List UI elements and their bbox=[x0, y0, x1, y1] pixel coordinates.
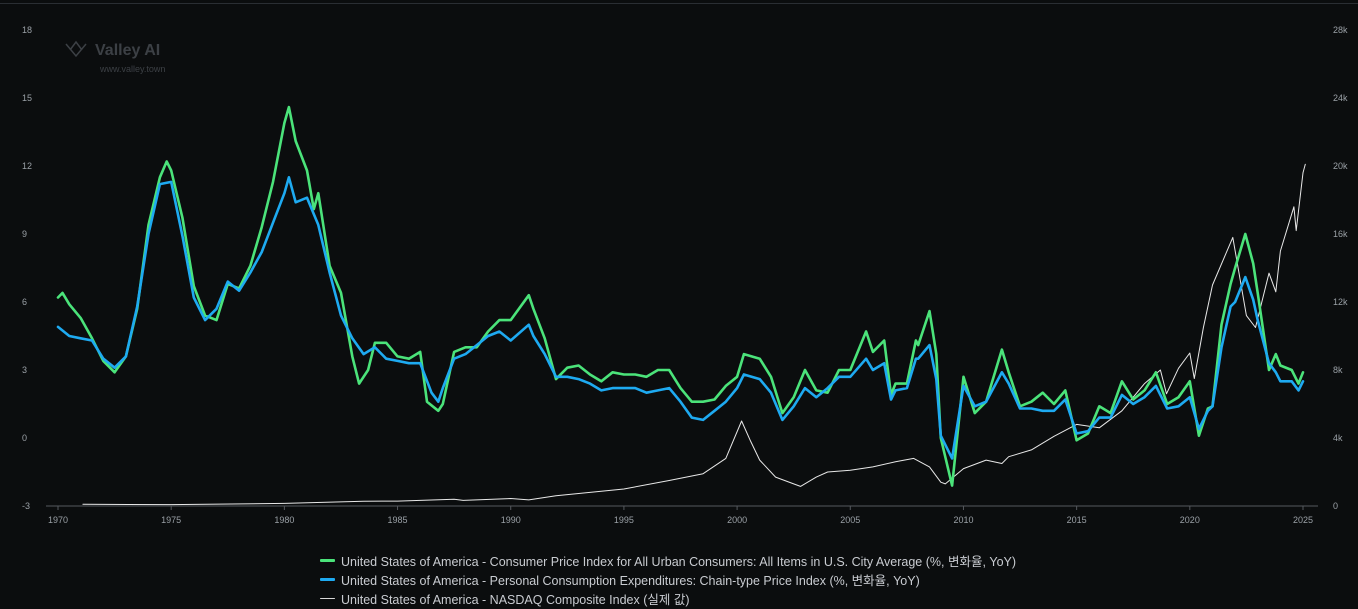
x-tick-label: 1980 bbox=[274, 515, 294, 525]
valley-logo-icon bbox=[65, 40, 87, 58]
watermark-title: Valley AI bbox=[95, 42, 160, 59]
legend-swatch-nasdaq bbox=[320, 598, 335, 599]
x-axis: 1970 1975 1980 1985 1990 1995 2000 2005 2010 2015… bbox=[46, 505, 1318, 525]
x-tick-label: 1985 bbox=[388, 515, 408, 525]
top-border bbox=[0, 3, 1358, 4]
x-tick-label: 1990 bbox=[501, 515, 521, 525]
y-axis-right: 0 4k 8k 12k 16k 20k 24k 28k bbox=[1333, 25, 1348, 511]
legend-item-cpi[interactable]: United States of America - Consumer Pric… bbox=[320, 551, 1016, 570]
x-tick-label: 1970 bbox=[48, 515, 68, 525]
legend: United States of America - Consumer Pric… bbox=[320, 551, 1016, 608]
y-right-tick-label: 0 bbox=[1333, 501, 1338, 511]
y-left-tick-label: 3 bbox=[22, 365, 27, 375]
y-left-tick-label: 15 bbox=[22, 93, 32, 103]
y-right-tick-label: 8k bbox=[1333, 365, 1343, 375]
legend-swatch-pce bbox=[320, 578, 335, 581]
x-tick-label: 2000 bbox=[727, 515, 747, 525]
x-tick-label: 2020 bbox=[1180, 515, 1200, 525]
y-left-tick-label: 9 bbox=[22, 229, 27, 239]
legend-item-pce[interactable]: United States of America - Personal Cons… bbox=[320, 570, 1016, 589]
x-tick-label: 1975 bbox=[161, 515, 181, 525]
legend-label-nasdaq: United States of America - NASDAQ Compos… bbox=[341, 593, 690, 607]
y-right-tick-label: 12k bbox=[1333, 297, 1348, 307]
legend-label-pce: United States of America - Personal Cons… bbox=[341, 574, 920, 588]
x-tick-label: 2005 bbox=[840, 515, 860, 525]
plot-area bbox=[56, 105, 1306, 506]
y-left-tick-label: 12 bbox=[22, 161, 32, 171]
y-axis-left: -3 0 3 6 9 12 15 18 bbox=[22, 25, 32, 511]
legend-item-nasdaq[interactable]: United States of America - NASDAQ Compos… bbox=[320, 589, 1016, 608]
x-tick-label: 2010 bbox=[953, 515, 973, 525]
y-left-tick-label: 6 bbox=[22, 297, 27, 307]
cpi-series-line bbox=[56, 105, 1305, 487]
y-right-tick-label: 28k bbox=[1333, 25, 1348, 35]
y-left-tick-label: 18 bbox=[22, 25, 32, 35]
watermark: Valley AI www.valley.town bbox=[65, 40, 165, 74]
inflation-nasdaq-chart: Valley AI www.valley.town -3 0 3 6 9 12 15 18 0… bbox=[22, 25, 1348, 525]
legend-label-cpi: United States of America - Consumer Pric… bbox=[341, 555, 1017, 569]
nasdaq-series-line bbox=[82, 163, 1306, 506]
x-tick-label: 2025 bbox=[1293, 515, 1313, 525]
y-right-tick-label: 20k bbox=[1333, 161, 1348, 171]
x-tick-label: 2015 bbox=[1067, 515, 1087, 525]
y-left-tick-label: -3 bbox=[22, 501, 30, 511]
y-right-tick-label: 24k bbox=[1333, 93, 1348, 103]
x-tick-label: 1995 bbox=[614, 515, 634, 525]
y-right-tick-label: 4k bbox=[1333, 433, 1343, 443]
y-left-tick-label: 0 bbox=[22, 433, 27, 443]
y-right-tick-label: 16k bbox=[1333, 229, 1348, 239]
watermark-subtitle: www.valley.town bbox=[99, 64, 165, 74]
pce-series-line bbox=[56, 176, 1305, 460]
legend-swatch-cpi bbox=[320, 559, 335, 562]
